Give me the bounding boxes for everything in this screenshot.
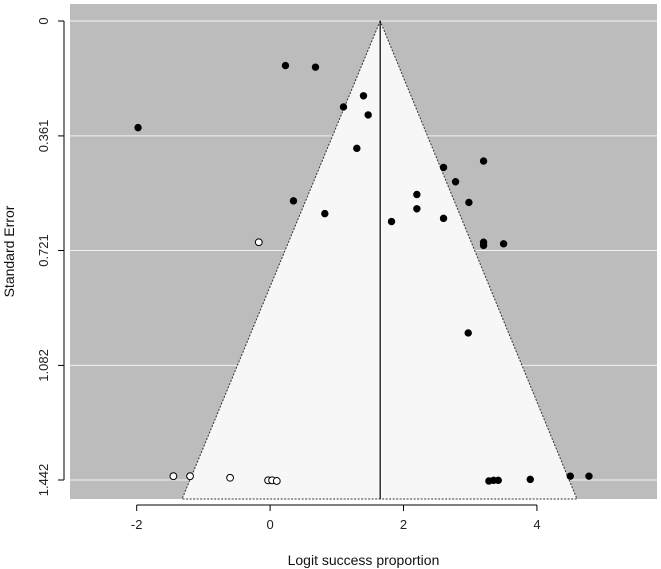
observed-study-point bbox=[387, 217, 396, 226]
y-tick-label: 0.361 bbox=[36, 120, 51, 153]
y-tick-label: 1.442 bbox=[36, 464, 51, 497]
observed-study-point bbox=[413, 190, 421, 199]
y-tick-label: 0 bbox=[36, 17, 51, 24]
observed-study-point bbox=[526, 475, 534, 484]
imputed-study-point bbox=[272, 477, 281, 485]
y-tick-label: 0.721 bbox=[36, 234, 51, 267]
imputed-study-point bbox=[254, 238, 263, 247]
funnel-region bbox=[181, 19, 578, 500]
observed-study-point bbox=[499, 240, 508, 248]
observed-study-point bbox=[359, 92, 368, 100]
observed-study-point bbox=[311, 63, 320, 71]
observed-study-point bbox=[439, 163, 448, 172]
data-points bbox=[134, 61, 593, 485]
observed-study-point bbox=[281, 61, 290, 70]
observed-study-point bbox=[339, 103, 348, 111]
observed-study-point bbox=[479, 157, 488, 165]
imputed-study-point bbox=[186, 472, 194, 481]
x-axis: -2 0 2 4 bbox=[131, 504, 541, 532]
x-axis-label: Logit success proportion bbox=[288, 552, 440, 568]
y-tick-label: 1.082 bbox=[36, 349, 51, 382]
observed-study-point bbox=[465, 198, 473, 207]
observed-study-point bbox=[289, 197, 298, 205]
observed-study-point bbox=[413, 205, 421, 213]
observed-study-point bbox=[439, 214, 448, 223]
x-tick-label: 0 bbox=[266, 517, 273, 532]
observed-study-point bbox=[479, 241, 488, 250]
observed-study-point bbox=[566, 472, 574, 480]
y-axis-label: Standard Error bbox=[1, 205, 17, 297]
x-tick-label: -2 bbox=[131, 517, 143, 532]
observed-study-point bbox=[585, 472, 593, 480]
x-tick-label: 4 bbox=[533, 517, 540, 532]
observed-study-point bbox=[134, 123, 142, 132]
imputed-study-point bbox=[226, 473, 234, 482]
y-axis: 0 0.361 0.721 1.082 1.442 bbox=[36, 17, 65, 497]
observed-study-point bbox=[464, 329, 472, 337]
x-tick-label: 2 bbox=[400, 517, 407, 532]
observed-study-point bbox=[353, 144, 361, 153]
observed-study-point bbox=[364, 111, 372, 119]
observed-study-point bbox=[494, 476, 502, 485]
observed-study-point bbox=[451, 178, 460, 186]
observed-study-point bbox=[321, 209, 329, 218]
imputed-study-point bbox=[169, 472, 178, 481]
